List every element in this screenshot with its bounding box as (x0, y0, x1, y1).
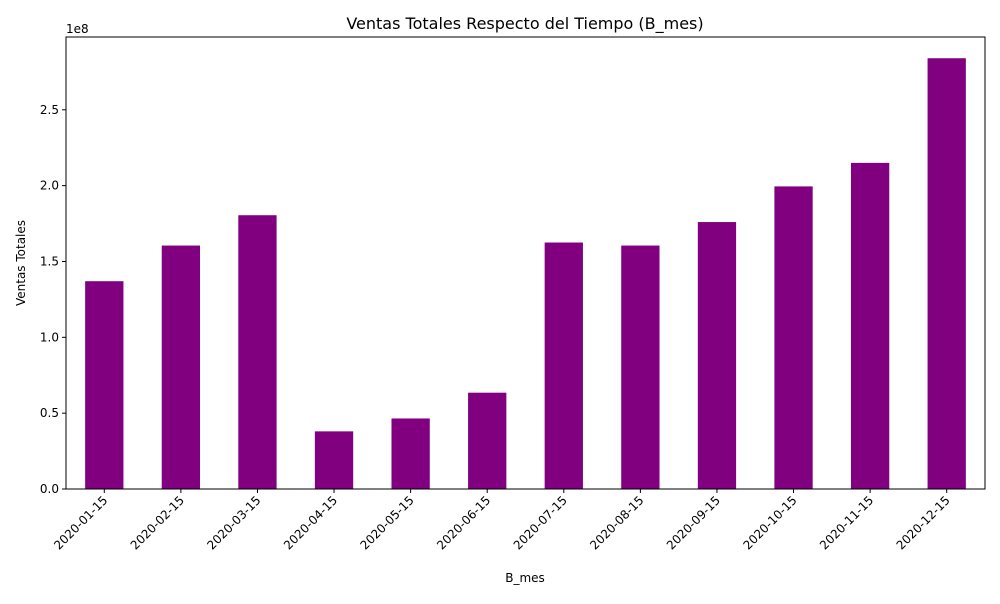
x-tick-label: 2020-01-15 (51, 493, 110, 552)
x-tick-label: 2020-06-15 (434, 493, 493, 552)
bar-2020-11-15 (850, 162, 890, 489)
x-tick-label: 2020-07-15 (511, 493, 570, 552)
y-tick-label: 1.0 (40, 330, 59, 344)
bar-2020-01-15 (85, 281, 124, 489)
plot-area-frame (65, 36, 986, 490)
x-tick-label: 2020-02-15 (128, 493, 187, 552)
bar-2020-10-15 (774, 186, 813, 489)
x-tick-label: 2020-04-15 (281, 493, 340, 552)
y-tick-label: 0.0 (40, 482, 59, 496)
y-axis-label: Ventas Totales (14, 220, 28, 306)
bars-group (85, 58, 966, 490)
bar-2020-07-15 (544, 242, 583, 489)
x-tick-label: 2020-11-15 (817, 493, 876, 552)
bar-2020-03-15 (238, 215, 277, 489)
y-tick-label: 2.5 (40, 103, 59, 117)
x-tick-label: 2020-05-15 (358, 493, 417, 552)
y-tick-label: 0.5 (40, 406, 59, 420)
x-tick-label: 2020-10-15 (740, 493, 799, 552)
x-tick-label: 2020-09-15 (664, 493, 723, 552)
y-axis-ticks: 0.0 0.5 1.0 1.5 2.0 2.5 (40, 103, 66, 496)
bar-2020-06-15 (468, 392, 507, 489)
y-tick-label: 1.5 (40, 254, 59, 268)
x-tick-label: 2020-12-15 (894, 493, 953, 552)
bar-2020-08-15 (621, 245, 660, 489)
x-tick-label: 2020-08-15 (587, 493, 646, 552)
bar-2020-04-15 (314, 431, 354, 489)
bar-2020-12-15 (927, 58, 966, 490)
bar-2020-02-15 (161, 245, 201, 489)
x-axis-label: B_mes (505, 571, 545, 585)
x-tick-label: 2020-03-15 (204, 493, 263, 552)
y-axis-offset-label: 1e8 (66, 22, 89, 36)
chart-title: Ventas Totales Respecto del Tiempo (B_me… (346, 14, 703, 34)
y-tick-label: 2.0 (40, 179, 59, 193)
bar-2020-09-15 (697, 222, 737, 489)
bar-2020-05-15 (391, 418, 430, 489)
x-axis-ticks: 2020-01-15 2020-02-15 2020-03-15 2020-04-15… (51, 489, 953, 552)
